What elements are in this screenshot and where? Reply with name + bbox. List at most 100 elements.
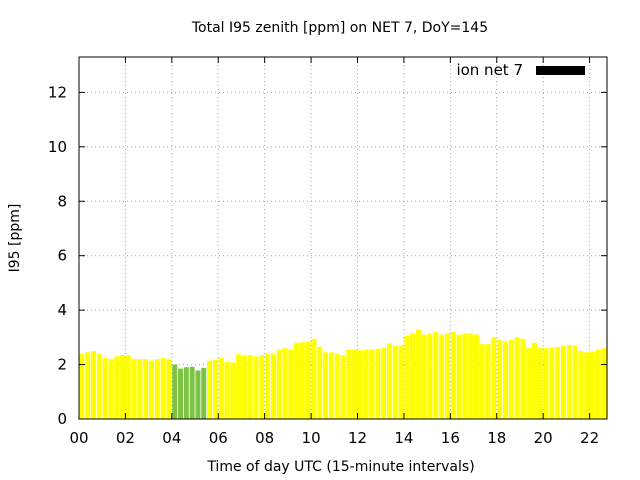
bar [317, 346, 323, 419]
bar [526, 348, 532, 419]
x-tick-label: 10 [302, 429, 321, 447]
bar [299, 342, 305, 419]
bar [305, 341, 311, 419]
bar [572, 345, 578, 419]
bar-series [79, 329, 607, 419]
bar [357, 350, 363, 419]
bar [439, 334, 445, 419]
bar [520, 338, 526, 419]
chart-title: Total I95 zenith [ppm] on NET 7, DoY=145 [191, 20, 488, 36]
bar [137, 359, 143, 419]
x-tick-label: 18 [487, 429, 506, 447]
bar [392, 345, 398, 419]
bar [340, 355, 346, 419]
y-tick-label: 12 [48, 83, 67, 101]
bar [375, 348, 381, 419]
bar [183, 367, 189, 419]
bar [531, 342, 537, 419]
bar [96, 353, 102, 419]
bar [369, 349, 375, 419]
bar [578, 350, 584, 419]
bar [294, 342, 300, 419]
y-axis-title: I95 [ppm] [7, 204, 23, 273]
bar [590, 351, 595, 419]
bar [189, 366, 195, 419]
x-tick-label: 04 [162, 429, 181, 447]
bar [508, 340, 514, 419]
bar [555, 346, 561, 419]
bar [560, 346, 566, 419]
bar [323, 352, 329, 419]
x-tick-label: 14 [394, 429, 413, 447]
bar [288, 349, 294, 419]
bar [79, 353, 85, 419]
bar [421, 334, 427, 419]
bar [253, 356, 259, 419]
bar [102, 357, 108, 419]
bar [160, 357, 166, 419]
y-tick-label: 2 [57, 356, 67, 374]
bar [473, 334, 479, 419]
bar [363, 349, 369, 419]
bar [265, 353, 271, 419]
bar [236, 354, 242, 419]
bar [172, 364, 178, 419]
bar [91, 350, 96, 419]
bar [595, 349, 601, 419]
x-tick-label: 16 [441, 429, 460, 447]
bar [270, 353, 276, 419]
bar [247, 355, 253, 419]
bar [497, 340, 503, 419]
legend-swatch [536, 66, 585, 75]
bar [166, 359, 172, 419]
bar [178, 368, 184, 419]
x-tick-label: 22 [580, 429, 599, 447]
bar [444, 333, 450, 419]
bar [485, 344, 491, 419]
bar [433, 331, 439, 419]
bar [427, 333, 433, 419]
bar [218, 357, 224, 419]
bar [549, 347, 555, 419]
bar [468, 333, 474, 419]
bar [543, 348, 549, 419]
bar [259, 355, 265, 419]
bar [108, 359, 114, 419]
bar [346, 349, 352, 419]
bar [462, 333, 468, 419]
bar [601, 348, 607, 419]
bar [410, 333, 416, 419]
bar [398, 345, 404, 419]
bar [224, 361, 230, 419]
bar [143, 359, 149, 419]
bar [479, 344, 485, 419]
bar [334, 353, 340, 419]
bar [311, 338, 317, 419]
bar [415, 329, 421, 419]
bar [450, 331, 456, 419]
x-axis-title: Time of day UTC (15-minute intervals) [206, 459, 474, 475]
axis-ticks [78, 57, 607, 420]
y-tick-label: 8 [57, 192, 67, 210]
bar [201, 367, 207, 419]
legend: ion net 7 [456, 61, 585, 79]
bar [584, 352, 590, 419]
bar [114, 356, 120, 419]
bar [207, 360, 213, 419]
bar [125, 355, 131, 419]
bar [386, 343, 392, 419]
x-tick-label: 00 [69, 429, 88, 447]
bar [282, 348, 288, 419]
y-tick-label: 0 [57, 410, 67, 428]
bar [85, 352, 91, 419]
bar [120, 355, 126, 419]
bar [352, 349, 358, 419]
bar [195, 370, 201, 419]
bar [566, 344, 572, 419]
bar [456, 334, 462, 419]
bar [212, 359, 218, 419]
bar [502, 341, 508, 419]
x-tick-label: 20 [534, 429, 553, 447]
